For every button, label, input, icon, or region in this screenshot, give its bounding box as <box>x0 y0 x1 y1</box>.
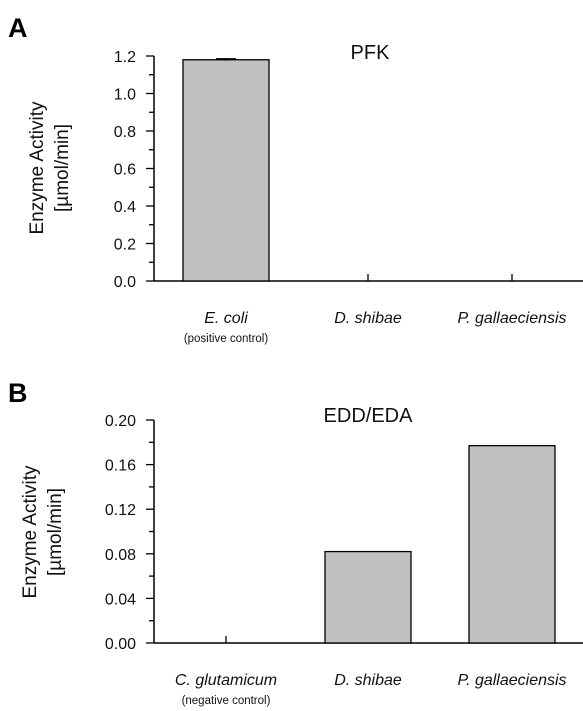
bar <box>324 550 412 644</box>
y-tick-label: 0.08 <box>105 547 136 564</box>
panel-letter: A <box>8 13 28 43</box>
y-tick-label: 0.04 <box>105 591 136 608</box>
chart-title: PFK <box>351 42 391 64</box>
x-category-note: (positive control) <box>184 333 269 345</box>
panel-letter: B <box>8 378 28 408</box>
chart-title: EDD/EDA <box>324 405 414 427</box>
x-category-label: P. gallaeciensis <box>457 310 566 327</box>
y-axis-label: Enzyme Activity <box>20 465 41 599</box>
y-tick-label: 0.6 <box>114 162 136 179</box>
bar <box>468 444 556 644</box>
y-tick-label: 0.00 <box>105 636 136 653</box>
bar <box>182 59 270 282</box>
panel-b: B EDD/EDA Enzyme Activity [µmol/min] 0.00 0.0… <box>8 378 583 707</box>
x-category-label: D. shibae <box>334 310 402 327</box>
y-tick-label: 0.16 <box>105 458 136 475</box>
y-tick-label: 0.2 <box>114 237 136 254</box>
panel-a: A PFK Enzyme Activity [µmol/min] 0.0 0.2 0.4 0.… <box>8 13 583 345</box>
x-category-label: E. coli <box>204 310 248 327</box>
x-category-label: D. shibae <box>334 672 402 689</box>
y-tick-label: 1.0 <box>114 87 136 104</box>
y-tick-label: 0.20 <box>105 413 136 430</box>
y-tick-label: 0.8 <box>114 124 136 141</box>
y-tick-label: 0.12 <box>105 502 136 519</box>
y-axis-label-unit: [µmol/min] <box>45 488 66 576</box>
y-axis-label: Enzyme Activity <box>27 101 48 235</box>
x-category-note: (negative control) <box>182 695 271 707</box>
y-tick-label: 1.2 <box>114 49 136 66</box>
y-tick-label: 0.0 <box>114 274 136 291</box>
y-axis-label-unit: [µmol/min] <box>52 124 73 212</box>
x-category-label: P. gallaeciensis <box>457 672 566 689</box>
x-category-label: C. glutamicum <box>175 672 277 689</box>
y-tick-label: 0.4 <box>114 199 136 216</box>
